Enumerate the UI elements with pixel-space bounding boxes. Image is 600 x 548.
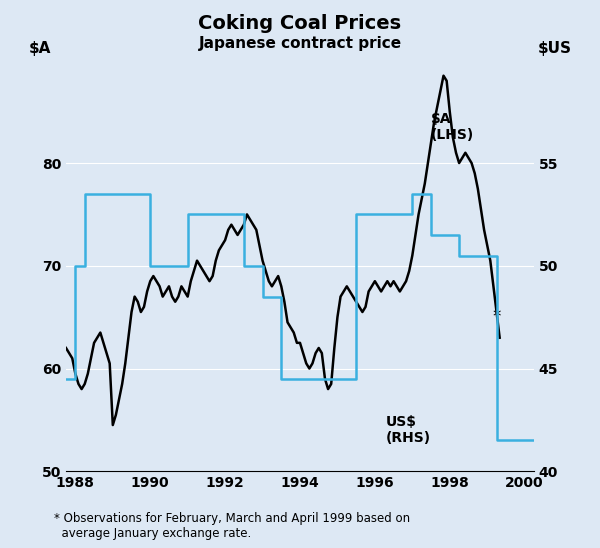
Text: * Observations for February, March and April 1999 based on
  average January exc: * Observations for February, March and A… — [54, 512, 410, 540]
Text: $A
(LHS): $A (LHS) — [431, 112, 474, 142]
Text: Coking Coal Prices: Coking Coal Prices — [199, 14, 401, 33]
Text: $US: $US — [538, 41, 571, 56]
Text: *: * — [493, 308, 501, 326]
Text: Japanese contract price: Japanese contract price — [199, 36, 401, 50]
Text: $A: $A — [29, 41, 51, 56]
Text: US$
(RHS): US$ (RHS) — [386, 415, 431, 445]
